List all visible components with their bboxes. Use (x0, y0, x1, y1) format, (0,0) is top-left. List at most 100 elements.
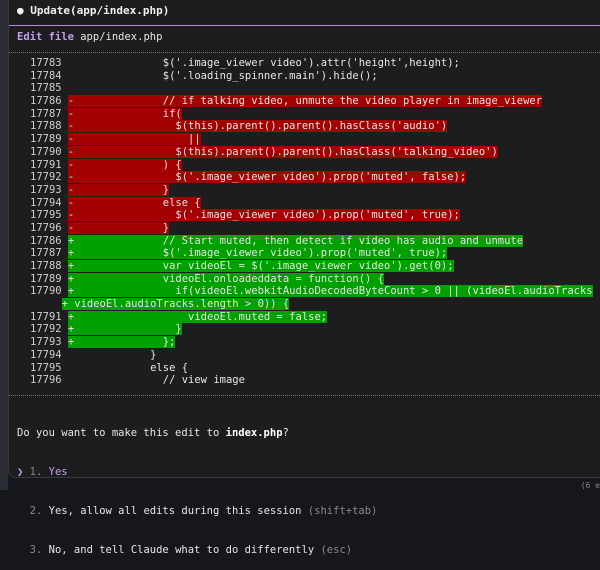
diff-line: 17788 + var videoEl = $('.image_viewer vi… (30, 260, 593, 273)
diff-line: 17785 (30, 82, 593, 95)
cursor-icon: ❯ (17, 466, 24, 478)
diff-line: 17793 + }; (30, 336, 593, 349)
diff-line: + videoEl.audioTracks.length > 0)) { (30, 298, 593, 311)
diff-line: 17792 + } (30, 323, 593, 336)
option-allow-all[interactable]: 2. Yes, allow all edits during this sess… (29, 505, 378, 517)
line-content: - $(this).parent().parent().hasClass('ta… (67, 145, 498, 158)
line-content: - $('.image_viewer video').prop('muted',… (67, 209, 460, 222)
diff-line: 17796 // view image (30, 374, 593, 387)
edit-keyword: Edit file (17, 31, 74, 43)
line-number: 17796 (30, 221, 62, 234)
line-number: 17789 (30, 272, 62, 285)
code-text: videoEl.onloadeddata = function() { (80, 272, 384, 285)
code-text: $('.image_viewer video').prop('muted', t… (80, 247, 448, 260)
option-no[interactable]: 3. No, and tell Claude what to do differ… (29, 544, 353, 556)
code-text: // if talking video, unmute the video pl… (80, 95, 543, 108)
code-text: else { (80, 361, 189, 374)
code-text: $(this).parent().parent().hasClass('talk… (80, 145, 498, 158)
line-number: 17785 (30, 82, 62, 95)
line-number: 17786 (30, 95, 62, 108)
code-text: var videoEl = $('.image_viewer video').g… (80, 260, 454, 272)
diff-line: 17786 + // Start muted, then detect if vi… (30, 234, 593, 248)
line-number: 17788 (30, 120, 62, 133)
diff-line: 17791- ) { (30, 158, 593, 172)
code-text: else { (80, 196, 201, 209)
line-content: // view image (68, 374, 245, 386)
line-content: + // Start muted, then detect if video h… (67, 234, 524, 247)
diff-sign: - (67, 95, 75, 108)
line-content: + }; (67, 336, 176, 349)
diff-line: 17783 $('.image_viewer video').attr('hei… (30, 57, 593, 70)
diff-sign: + (67, 260, 75, 272)
line-number: 17784 (30, 69, 62, 82)
diff-sign: - (67, 209, 75, 222)
diff-sign: - (67, 120, 75, 133)
line-number: 17795 (30, 361, 62, 374)
line-content: - $(this).parent().parent().hasClass('au… (67, 120, 448, 133)
code-text: } (80, 323, 182, 336)
line-content: + $('.image_viewer video').prop('muted',… (67, 247, 448, 260)
diff-line: 17791 + videoEl.muted = false; (30, 310, 593, 324)
code-text: // Start muted, then detect if video has… (80, 234, 524, 247)
line-content: - else { (67, 196, 201, 209)
line-content: - } (67, 221, 170, 234)
diff-line: 17795- $('.image_viewer video').prop('mu… (30, 209, 593, 222)
diff-sign: + (67, 323, 75, 336)
code-text: ) { (80, 158, 182, 171)
diff-sign: + (61, 298, 68, 311)
code-text: } (80, 183, 170, 196)
diff-sign: + (67, 310, 75, 323)
divider (9, 25, 600, 26)
diff-sign: - (67, 171, 75, 184)
line-number: 17792 (30, 323, 62, 336)
line-content: else { (68, 362, 188, 374)
diff-sign: + (67, 272, 75, 285)
diff-line: 17789 + videoEl.onloadeddata = function()… (30, 272, 593, 286)
code-text: if(videoEl.webkitAudioDecodedByteCount >… (80, 285, 593, 298)
edit-header: Edit file app/index.php (17, 31, 162, 43)
code-text: $('.image_viewer video').prop('muted', t… (80, 209, 460, 222)
line-number: 17789 (30, 133, 62, 146)
line-number: 17791 (30, 158, 62, 171)
line-content: - // if talking video, unmute the video … (67, 95, 543, 108)
diff-view: 17783 $('.image_viewer video').attr('hei… (30, 57, 593, 387)
file-path: app/index.php (80, 31, 163, 43)
line-content: + videoEl.muted = false; (67, 310, 328, 323)
code-text: videoEl.audioTracks.length > 0)) { (74, 298, 290, 311)
divider (9, 395, 600, 396)
diff-line: 17787 + $('.image_viewer video').prop('mu… (30, 247, 593, 260)
diff-sign: - (67, 221, 75, 234)
line-number: 17788 (30, 260, 62, 272)
line-content: + videoEl.audioTracks.length > 0)) { (61, 298, 290, 311)
code-text: $('.image_viewer video').prop('muted', f… (80, 171, 467, 184)
diff-sign: + (67, 234, 75, 247)
line-content: - ) { (67, 158, 182, 171)
code-text: // view image (80, 374, 245, 387)
line-number: 17790 (30, 285, 62, 298)
line-number: 17793 (30, 336, 62, 349)
diff-sign (68, 362, 74, 374)
diff-sign: + (67, 247, 75, 260)
diff-sign: - (67, 158, 75, 171)
line-number: 17795 (30, 209, 62, 222)
option-yes[interactable]: ❯ 1. Yes (17, 466, 68, 478)
diff-sign (68, 70, 74, 82)
diff-line: 17794 } (30, 349, 593, 362)
line-number: 17796 (30, 374, 62, 387)
code-text: if( (80, 107, 182, 120)
diff-sign: + (67, 285, 75, 298)
line-content: $('.loading_spinner.main').hide(); (68, 70, 378, 82)
line-content: + videoEl.onloadeddata = function() { (67, 272, 384, 285)
line-number: 17791 (30, 310, 62, 323)
diff-line: 17790 + if(videoEl.webkitAudioDecodedByte… (30, 285, 593, 298)
code-text: videoEl.muted = false; (80, 310, 328, 323)
line-number: 17783 (30, 57, 62, 69)
line-content: $('.image_viewer video').attr('height',h… (68, 57, 460, 69)
diff-line: 17786- // if talking video, unmute the v… (30, 95, 593, 108)
permission-prompt: Do you want to make this edit to index.p… (17, 401, 377, 570)
divider (9, 52, 600, 53)
line-number: 17794 (30, 196, 62, 209)
diff-line: 17787- if( (30, 107, 593, 121)
code-text: } (80, 221, 170, 234)
diff-sign (68, 57, 74, 69)
